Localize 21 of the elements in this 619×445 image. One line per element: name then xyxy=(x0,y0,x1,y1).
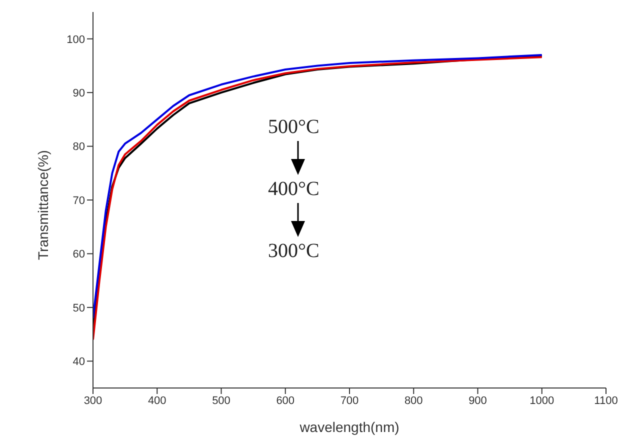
annotation: 500°C xyxy=(268,116,320,139)
x-tick-label: 900 xyxy=(468,394,487,407)
y-tick-label: 80 xyxy=(72,141,85,154)
annotation: 300°C xyxy=(268,240,320,263)
y-tick-label: 100 xyxy=(66,34,85,46)
x-axis-title: wavelength(nm) xyxy=(298,419,400,435)
x-tick-label: 800 xyxy=(404,394,423,407)
y-tick-label: 40 xyxy=(72,356,85,368)
y-tick-label: 70 xyxy=(72,194,85,207)
x-tick-label: 500 xyxy=(212,394,230,407)
annotation: 400°C xyxy=(268,178,320,201)
x-tick-label: 400 xyxy=(148,394,166,407)
y-tick-label: 90 xyxy=(72,87,85,100)
x-tick-label: 600 xyxy=(276,394,295,407)
x-tick-label: 1000 xyxy=(530,394,554,407)
x-tick-label: 700 xyxy=(340,394,359,407)
y-axis-title: Transmittance(%) xyxy=(34,150,51,260)
x-tick-label: 1100 xyxy=(594,394,618,407)
y-tick-label: 60 xyxy=(72,248,85,261)
x-tick-label: 300 xyxy=(84,394,102,407)
y-tick-label: 50 xyxy=(72,302,85,314)
